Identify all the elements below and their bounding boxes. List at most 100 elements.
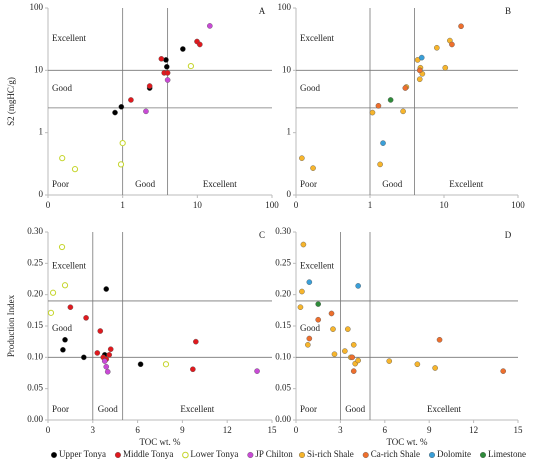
data-point [163, 57, 169, 63]
data-point [71, 166, 79, 173]
data-point [344, 326, 351, 332]
x-tick-label: 3 [338, 425, 343, 435]
data-point [300, 241, 307, 248]
legend-marker [51, 452, 58, 459]
data-point [330, 326, 336, 332]
x-tick-label: 10 [193, 200, 203, 210]
y-tick-label: 10 [282, 64, 292, 74]
data-point [500, 368, 507, 374]
data-point [254, 368, 260, 374]
data-point [418, 54, 425, 61]
data-point [207, 23, 213, 29]
x-tick-label: 100 [265, 200, 279, 210]
data-point [146, 83, 153, 89]
y-tick-label: 0.15 [27, 320, 43, 330]
x-tick-label: 100 [511, 200, 525, 210]
legend-marker [114, 452, 121, 459]
data-point [143, 108, 149, 115]
panel-label: C [259, 230, 265, 240]
data-point [416, 67, 423, 74]
data-point [118, 103, 125, 110]
data-point [59, 155, 66, 162]
y-tick-label: 0.00 [275, 414, 291, 424]
data-point [47, 309, 55, 316]
data-point [449, 41, 455, 48]
x-tick-label: 9 [180, 425, 185, 435]
zone-label: Excellent [203, 179, 237, 189]
legend-label: JP Chilton [255, 449, 293, 459]
zone-label: Poor [300, 179, 317, 189]
y-tick-label: 10 [34, 64, 44, 74]
y-tick-label: 0.20 [27, 289, 43, 299]
zone-label: Good [300, 323, 320, 333]
data-point [350, 341, 357, 348]
x-tick-label: 12 [469, 425, 478, 435]
x-tick-label: 0 [46, 200, 51, 210]
data-point [60, 347, 66, 353]
data-point [106, 352, 113, 358]
x-axis-title: TOC wt. % [139, 437, 181, 447]
zone-label: Excellent [300, 261, 334, 271]
x-tick-label: 0 [46, 425, 51, 435]
data-point [49, 289, 57, 296]
y-tick-label: 0 [39, 189, 44, 199]
legend-marker [299, 452, 306, 459]
data-point [193, 338, 199, 345]
y-tick-label: 0.20 [275, 289, 291, 299]
legend-label: Dolomite [437, 449, 471, 459]
x-tick-label: 15 [268, 425, 278, 435]
y-tick-label: 0.05 [27, 383, 43, 393]
data-point [67, 304, 74, 311]
data-point [436, 336, 443, 343]
x-tick-label: 15 [514, 425, 524, 435]
data-point [103, 363, 110, 370]
data-point [164, 70, 171, 76]
data-point [197, 41, 203, 48]
data-point [355, 283, 361, 289]
data-point [306, 279, 313, 285]
data-point [349, 354, 356, 361]
panel-label: D [505, 230, 512, 240]
zone-label: Excellent [449, 179, 483, 189]
legend-marker [182, 451, 189, 459]
zone-label: Good [135, 179, 155, 189]
y-tick-label: 0 [287, 189, 292, 199]
y-tick-label: 0.05 [275, 383, 291, 393]
zone-label: Excellent [300, 33, 334, 43]
y-tick-label: 0.10 [27, 351, 43, 361]
zone-label: Excellent [427, 404, 461, 414]
data-point [387, 97, 394, 103]
zone-label: Poor [52, 404, 69, 414]
legend-label: Ca-rich Shale [371, 449, 420, 459]
data-point [119, 140, 126, 147]
x-tick-label: 0 [294, 425, 299, 435]
x-tick-label: 1 [368, 200, 373, 210]
legend-marker [362, 452, 369, 459]
legend-label: Limestone [488, 449, 526, 459]
data-point [380, 140, 386, 146]
data-point [190, 366, 196, 373]
data-point [375, 102, 382, 109]
x-tick-label: 6 [135, 425, 140, 435]
y-tick-label: 0.25 [275, 257, 291, 267]
data-point [328, 310, 335, 317]
y-tick-label: 1 [39, 127, 44, 137]
data-point [83, 315, 89, 321]
data-point [414, 361, 421, 368]
zone-label: Good [52, 323, 72, 333]
data-point [458, 23, 464, 30]
data-point [297, 304, 304, 311]
panel-label: A [259, 6, 266, 16]
data-point [355, 357, 361, 364]
zone-label: Poor [52, 179, 69, 189]
x-tick-label: 1 [120, 200, 125, 210]
data-point [163, 63, 170, 70]
data-point [101, 358, 108, 364]
y-tick-label: 100 [30, 2, 44, 12]
legend-marker [479, 452, 486, 459]
data-point [306, 335, 313, 342]
data-point [434, 44, 440, 51]
data-point [128, 97, 134, 103]
data-point [158, 56, 165, 62]
